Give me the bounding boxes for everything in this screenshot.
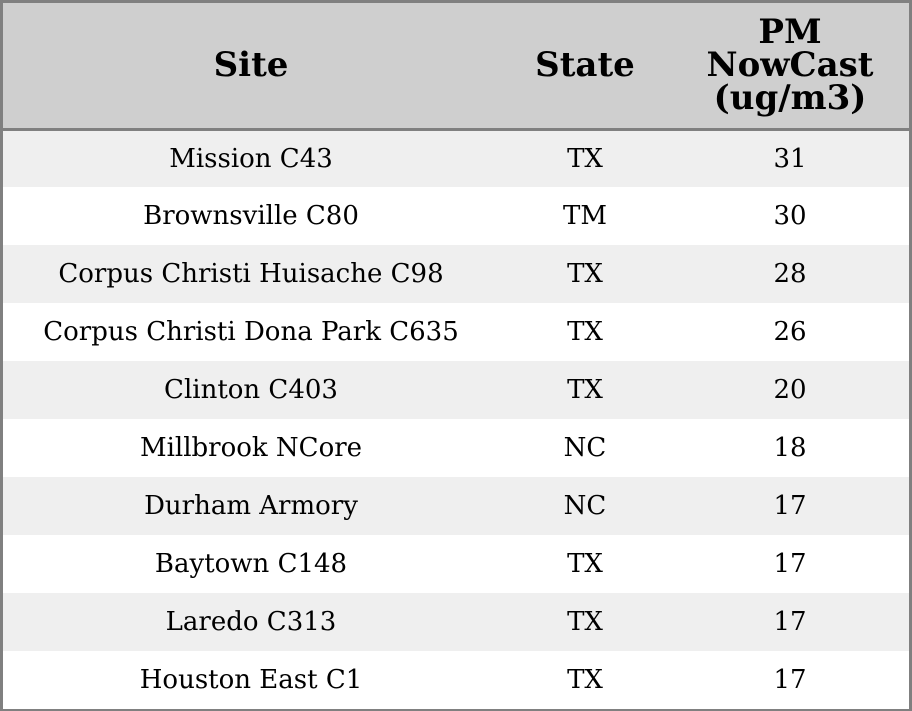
pm-cell: 20: [671, 361, 909, 419]
table-body: Mission C43 TX 31 Brownsville C80 TM 30 …: [3, 129, 909, 709]
pm-cell: 18: [671, 419, 909, 477]
pm-cell: 17: [671, 593, 909, 651]
pm-cell: 26: [671, 303, 909, 361]
state-cell: TX: [499, 361, 671, 419]
header-pm-line3: (ug/m3): [713, 77, 867, 118]
state-cell: NC: [499, 477, 671, 535]
table-header: Site State PM NowCast (ug/m3): [3, 3, 909, 131]
table-row: Corpus Christi Huisache C98 TX 28: [3, 245, 909, 303]
pm-cell: 30: [671, 187, 909, 245]
state-cell: NC: [499, 419, 671, 477]
pm-nowcast-table: Site State PM NowCast (ug/m3) Mission C4…: [3, 3, 909, 709]
site-cell: Baytown C148: [3, 535, 499, 593]
state-cell: TX: [499, 129, 671, 187]
header-site: Site: [3, 3, 499, 131]
state-cell: TX: [499, 593, 671, 651]
site-cell: Laredo C313: [3, 593, 499, 651]
table-row: Millbrook NCore NC 18: [3, 419, 909, 477]
site-cell: Durham Armory: [3, 477, 499, 535]
state-cell: TM: [499, 187, 671, 245]
site-cell: Clinton C403: [3, 361, 499, 419]
table-row: Clinton C403 TX 20: [3, 361, 909, 419]
site-cell: Millbrook NCore: [3, 419, 499, 477]
header-pm-nowcast: PM NowCast (ug/m3): [671, 3, 909, 131]
pm-cell: 17: [671, 535, 909, 593]
table-row: Laredo C313 TX 17: [3, 593, 909, 651]
table-row: Houston East C1 TX 17: [3, 651, 909, 709]
table-row: Brownsville C80 TM 30: [3, 187, 909, 245]
state-cell: TX: [499, 245, 671, 303]
table-row: Corpus Christi Dona Park C635 TX 26: [3, 303, 909, 361]
site-cell: Corpus Christi Huisache C98: [3, 245, 499, 303]
table-row: Baytown C148 TX 17: [3, 535, 909, 593]
header-state: State: [499, 3, 671, 131]
state-cell: TX: [499, 651, 671, 709]
site-cell: Mission C43: [3, 129, 499, 187]
state-cell: TX: [499, 535, 671, 593]
header-pm-line2: NowCast: [706, 44, 874, 85]
pm-cell: 17: [671, 651, 909, 709]
header-pm-line1: PM: [758, 11, 822, 52]
header-row: Site State PM NowCast (ug/m3): [3, 3, 909, 131]
pm-cell: 28: [671, 245, 909, 303]
pm-cell: 17: [671, 477, 909, 535]
site-cell: Houston East C1: [3, 651, 499, 709]
site-cell: Corpus Christi Dona Park C635: [3, 303, 499, 361]
table-row: Durham Armory NC 17: [3, 477, 909, 535]
pm-cell: 31: [671, 129, 909, 187]
state-cell: TX: [499, 303, 671, 361]
site-cell: Brownsville C80: [3, 187, 499, 245]
table-row: Mission C43 TX 31: [3, 129, 909, 187]
